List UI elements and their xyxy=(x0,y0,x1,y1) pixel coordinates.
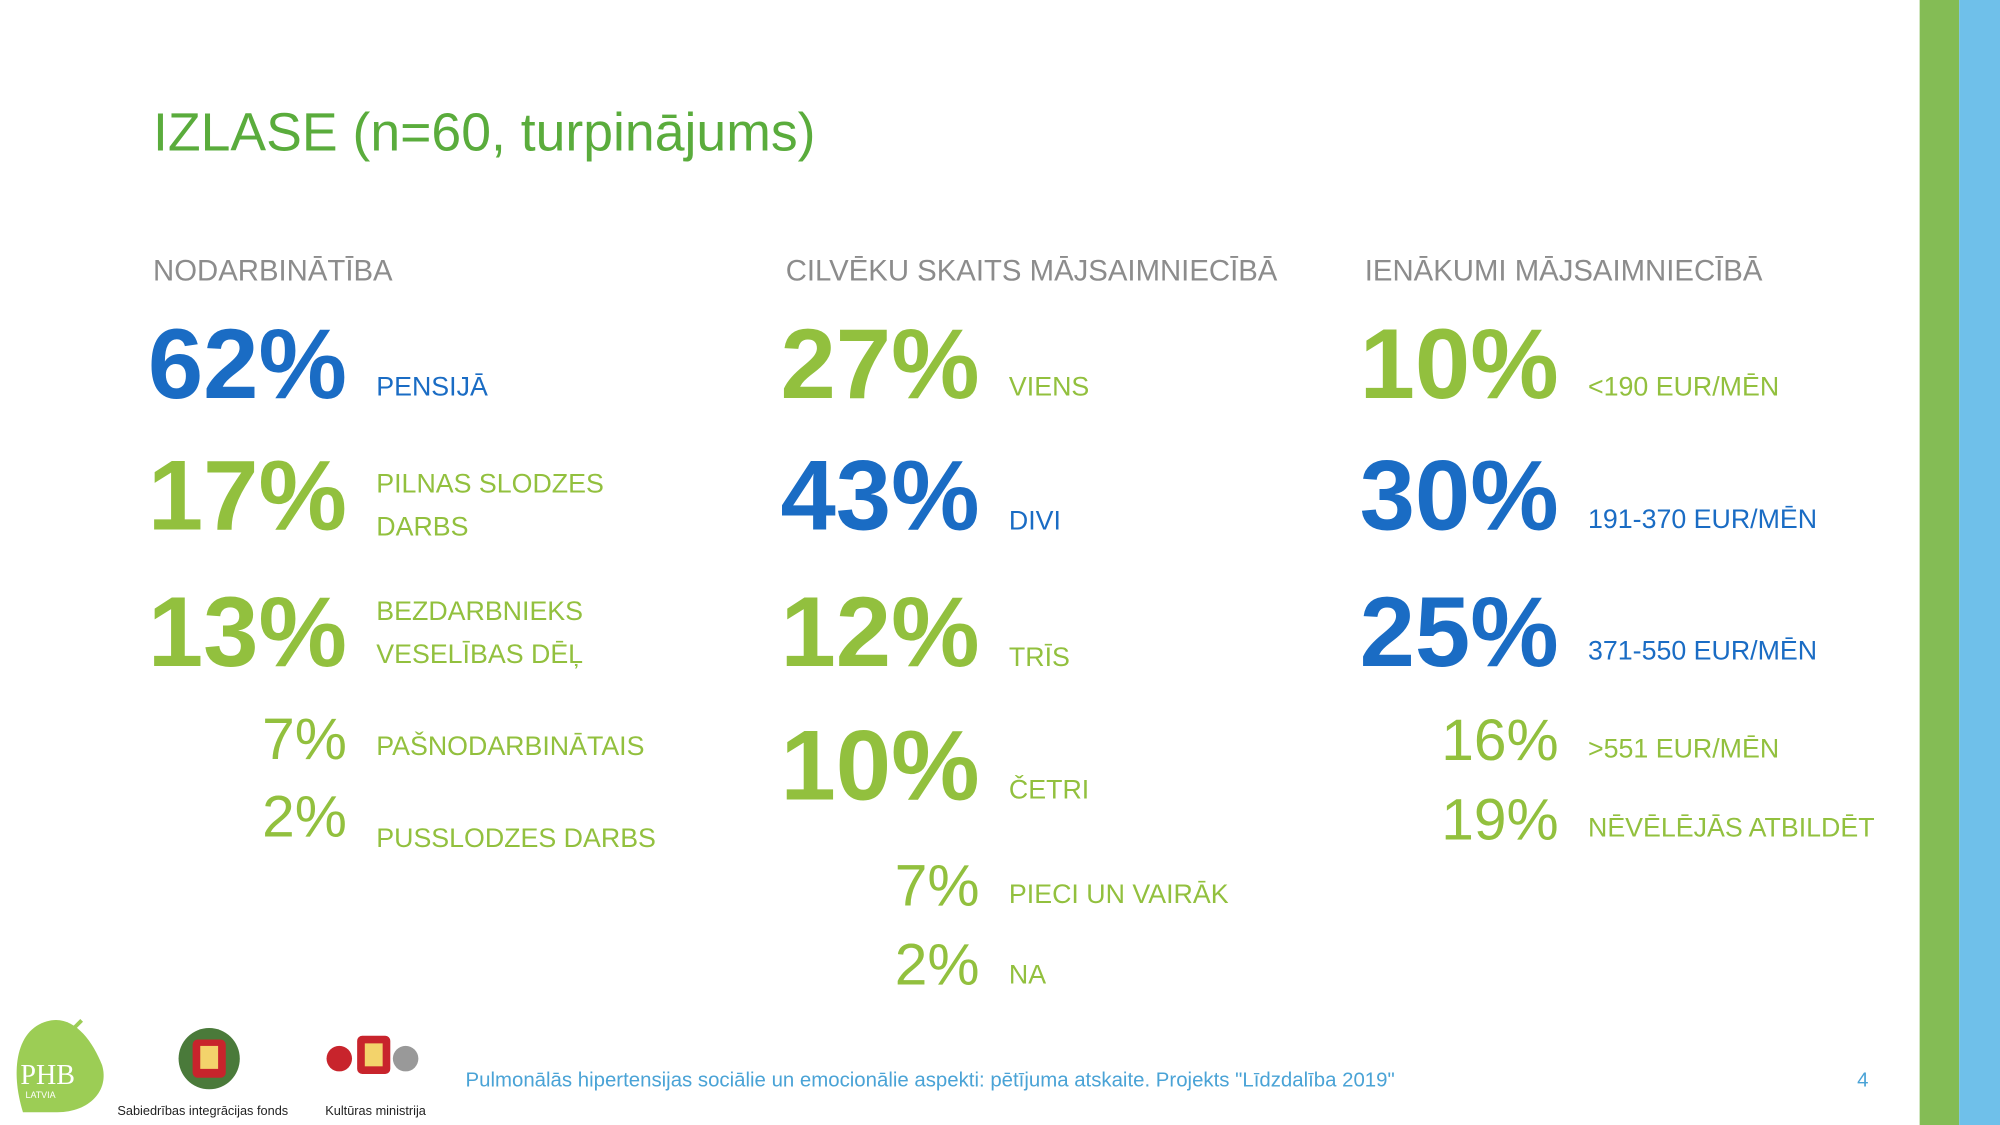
phb-sub: LATVIA xyxy=(26,1090,56,1100)
side-bar-green xyxy=(1919,0,1960,1125)
percent: 10% xyxy=(780,711,979,822)
side-bar-blue xyxy=(1959,0,2000,1125)
percent: 2% xyxy=(262,785,347,850)
percent: 7% xyxy=(895,854,980,919)
item-label: NĒVĒLĒJĀS ATBILDĒT xyxy=(1588,813,1875,843)
phb-logo: PHB LATVIA xyxy=(16,1019,104,1113)
item-label: NA xyxy=(1009,959,1046,989)
item-label: TRĪS xyxy=(1009,642,1070,672)
percent: 30% xyxy=(1360,440,1559,551)
item-label: 191-370 EUR/MĒN xyxy=(1588,504,1817,534)
item-label: PILNAS SLODZES xyxy=(376,468,604,498)
item-label: PAŠNODARBINĀTAIS xyxy=(376,730,644,761)
item-label: >551 EUR/MĒN xyxy=(1588,734,1779,764)
percent: 62% xyxy=(148,309,347,420)
column-heading: NODARBINĀTĪBA xyxy=(153,255,393,288)
percent: 25% xyxy=(1360,577,1559,688)
item-label: ČETRI xyxy=(1009,773,1089,804)
page-number: 4 xyxy=(1857,1070,1868,1092)
column-heading: CILVĒKU SKAITS MĀJSAIMNIECĪBĀ xyxy=(786,255,1278,288)
percent: 16% xyxy=(1441,708,1558,773)
ministry-logo: Kultūras ministrija xyxy=(325,1035,427,1118)
percent: 7% xyxy=(262,707,347,772)
item-label: BEZDARBNIEKS xyxy=(376,596,583,626)
item-label: DARBS xyxy=(376,512,468,542)
item-label: 371-550 EUR/MĒN xyxy=(1588,635,1817,665)
footer-text: Pulmonālās hipertensijas sociālie un emo… xyxy=(466,1070,1395,1092)
percent: 43% xyxy=(780,440,979,551)
slide-title: IZLASE (n=60, turpinājums) xyxy=(153,104,815,163)
percent: 17% xyxy=(148,440,347,551)
item-label: PIECI UN VAIRĀK xyxy=(1009,879,1229,909)
item-label: <190 EUR/MĒN xyxy=(1588,371,1779,401)
item-label: DIVI xyxy=(1009,505,1061,535)
phb-text: PHB xyxy=(20,1060,75,1091)
fund-logo: Sabiedrības integrācijas fonds xyxy=(117,1028,288,1118)
item-label: PENSIJĀ xyxy=(376,371,488,401)
percent: 2% xyxy=(895,933,980,998)
percent: 13% xyxy=(148,577,347,688)
item-label: VIENS xyxy=(1009,371,1089,401)
percent: 27% xyxy=(780,309,979,420)
column-heading: IENĀKUMI MĀJSAIMNIECĪBĀ xyxy=(1365,255,1763,288)
ministry-name: Kultūras ministrija xyxy=(325,1103,427,1118)
percent: 19% xyxy=(1441,787,1558,852)
fund-name: Sabiedrības integrācijas fonds xyxy=(117,1103,288,1118)
item-label: PUSSLODZES DARBS xyxy=(376,823,656,853)
percent: 10% xyxy=(1360,309,1559,420)
percent: 12% xyxy=(780,577,979,688)
item-label: VESELĪBAS DĒĻ xyxy=(376,639,583,669)
